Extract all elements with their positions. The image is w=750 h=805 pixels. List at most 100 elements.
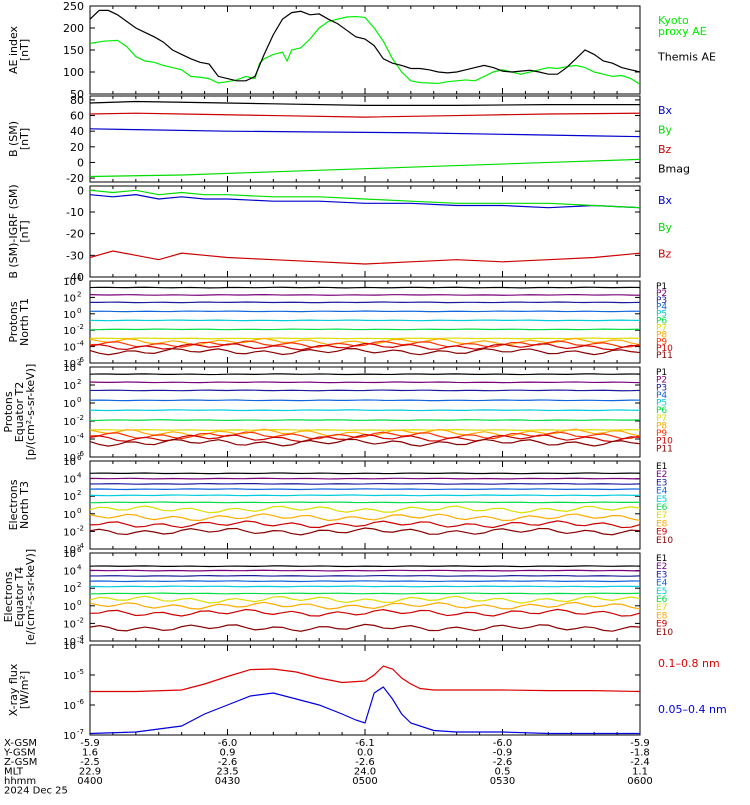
ytick-exp-6-2: 2 — [77, 581, 81, 589]
ytick-exp-7-3: -7 — [77, 728, 84, 736]
series-line-6-4 — [89, 585, 641, 588]
ylabel-4-1: Equator T2 — [13, 382, 26, 442]
series-line-3-0 — [89, 286, 641, 289]
series-line-5-6 — [89, 505, 641, 514]
series-line-4-1 — [89, 381, 641, 384]
series-line-4-4 — [89, 409, 641, 412]
ylabel-3-0: Protons — [7, 301, 20, 342]
ytick-label-4-2: 10 — [63, 399, 76, 410]
series-line-6-5 — [89, 592, 641, 595]
legend-4-6: P7 — [656, 414, 667, 424]
ytick-label-5-1: 10 — [63, 475, 76, 486]
footer-label-1: Y-GSM — [3, 748, 36, 759]
ytick-label-6-4: 10 — [63, 619, 76, 630]
ytick-exp-5-0: 6 — [77, 454, 82, 462]
legend-3-1: P2 — [656, 289, 667, 299]
legend-2-2-0: Bz — [658, 248, 672, 261]
legend-3-2: P3 — [656, 296, 667, 306]
ytick-label-3-0: 10 — [63, 277, 76, 288]
ytick-exp-4-2: 0 — [77, 396, 81, 404]
series-line-3-5 — [89, 328, 641, 331]
footer-value-0-0: -5.9 — [80, 738, 100, 749]
series-line-5-8 — [89, 520, 641, 529]
legend-5-4: E5 — [656, 495, 667, 505]
ytick-label-4-0: 10 — [63, 363, 76, 374]
series-line-2-0 — [89, 194, 641, 209]
series-line-5-5 — [89, 501, 641, 504]
legend-7-0: 0.1–0.8 nm — [658, 657, 720, 670]
ytick-label-3-2: 10 — [63, 310, 76, 321]
legend-5-8: E9 — [656, 528, 668, 538]
footer-value-3-4: 1.1 — [632, 767, 648, 778]
ytick-label-6-5: 10 — [63, 637, 76, 648]
footer-value-3-0: 22.9 — [79, 767, 101, 778]
ytick-label-0-2: 150 — [63, 44, 84, 57]
ytick-label-5-2: 10 — [63, 492, 76, 503]
ytick-label-6-3: 10 — [63, 602, 76, 613]
legend-0-1-0: Themis AE — [657, 51, 716, 64]
ytick-exp-7-1: -5 — [77, 668, 84, 676]
footer-value-4-3: 0530 — [490, 776, 515, 787]
ytick-label-7-1: 10 — [63, 671, 76, 682]
footer-value-2-4: -2.4 — [630, 757, 650, 768]
legend-6-7: E8 — [656, 611, 668, 621]
footer-label-4: hhmm — [4, 776, 36, 787]
legend-3-3: P4 — [656, 303, 667, 313]
legend-7-1: 0.05–0.4 nm — [658, 703, 727, 716]
footer-value-1-1: 0.9 — [220, 748, 236, 759]
series-line-3-2 — [89, 301, 641, 304]
footer-label-3: MLT — [4, 767, 24, 778]
series-line-6-8 — [89, 608, 641, 617]
legend-0-0-0: Kyoto — [658, 14, 689, 27]
legend-3-6: P7 — [656, 323, 667, 333]
series-line-5-7 — [89, 513, 641, 522]
footer-value-4-1: 0430 — [215, 776, 240, 787]
series-line-4-5 — [89, 419, 641, 422]
ytick-label-1-3: 20 — [70, 141, 84, 154]
ylabel-5-0: Electrons — [7, 479, 20, 530]
ytick-label-1-4: 0 — [77, 156, 84, 169]
ylabel-4-2: [p/(cm²-s-sr-keV)] — [24, 364, 37, 461]
legend-5-6: E7 — [656, 511, 667, 521]
series-line-5-4 — [89, 494, 641, 497]
ytick-exp-3-5: -6 — [77, 356, 85, 364]
legend-4-4: P5 — [656, 399, 667, 409]
ytick-exp-6-5: -4 — [77, 634, 85, 642]
ytick-exp-4-5: -6 — [77, 450, 85, 458]
ytick-label-7-3: 10 — [63, 731, 76, 742]
ylabel-7-1: [W/m²] — [18, 671, 31, 709]
footer-value-0-3: -6.0 — [493, 738, 513, 749]
legend-4-3: P4 — [656, 391, 667, 401]
ytick-exp-3-3: -2 — [77, 323, 84, 331]
ylabel-6-0: Electrons — [2, 571, 15, 622]
legend-4-1: P2 — [656, 376, 667, 386]
series-line-6-6 — [89, 595, 641, 604]
legend-6-4: E5 — [656, 587, 667, 597]
series-line-4-0 — [89, 373, 641, 376]
ytick-label-1-2: 40 — [70, 125, 84, 138]
ytick-label-6-2: 10 — [63, 584, 76, 595]
footer-date: 2024 Dec 25 — [4, 786, 68, 797]
ylabel-6-1: Equator T4 — [13, 567, 26, 627]
legend-3-0: P1 — [656, 282, 667, 292]
series-line-3-10 — [89, 348, 641, 356]
series-line-6-9 — [89, 623, 641, 632]
legend-5-7: E8 — [656, 519, 668, 529]
series-line-5-3 — [89, 488, 641, 491]
legend-3-10: P11 — [656, 351, 673, 361]
legend-5-2: E3 — [656, 478, 667, 488]
ytick-label-2-0: 0 — [77, 184, 84, 197]
series-line-3-4 — [89, 319, 641, 322]
series-line-6-3 — [89, 580, 641, 583]
ytick-label-0-4: 50 — [70, 88, 84, 101]
series-line-1-0 — [89, 128, 641, 138]
series-line-5-0 — [89, 472, 641, 475]
ylabel-0-1: [nT] — [18, 39, 31, 61]
series-line-3-3 — [89, 310, 641, 313]
legend-2-0-0: Bx — [658, 194, 673, 207]
ytick-exp-4-3: -2 — [77, 414, 84, 422]
ylabel-2-0: B (SM)-IGRF (SM) — [7, 184, 20, 278]
footer-value-2-2: -2.6 — [355, 757, 375, 768]
ytick-exp-7-0: -4 — [77, 638, 85, 646]
ytick-exp-5-5: -4 — [77, 542, 85, 550]
